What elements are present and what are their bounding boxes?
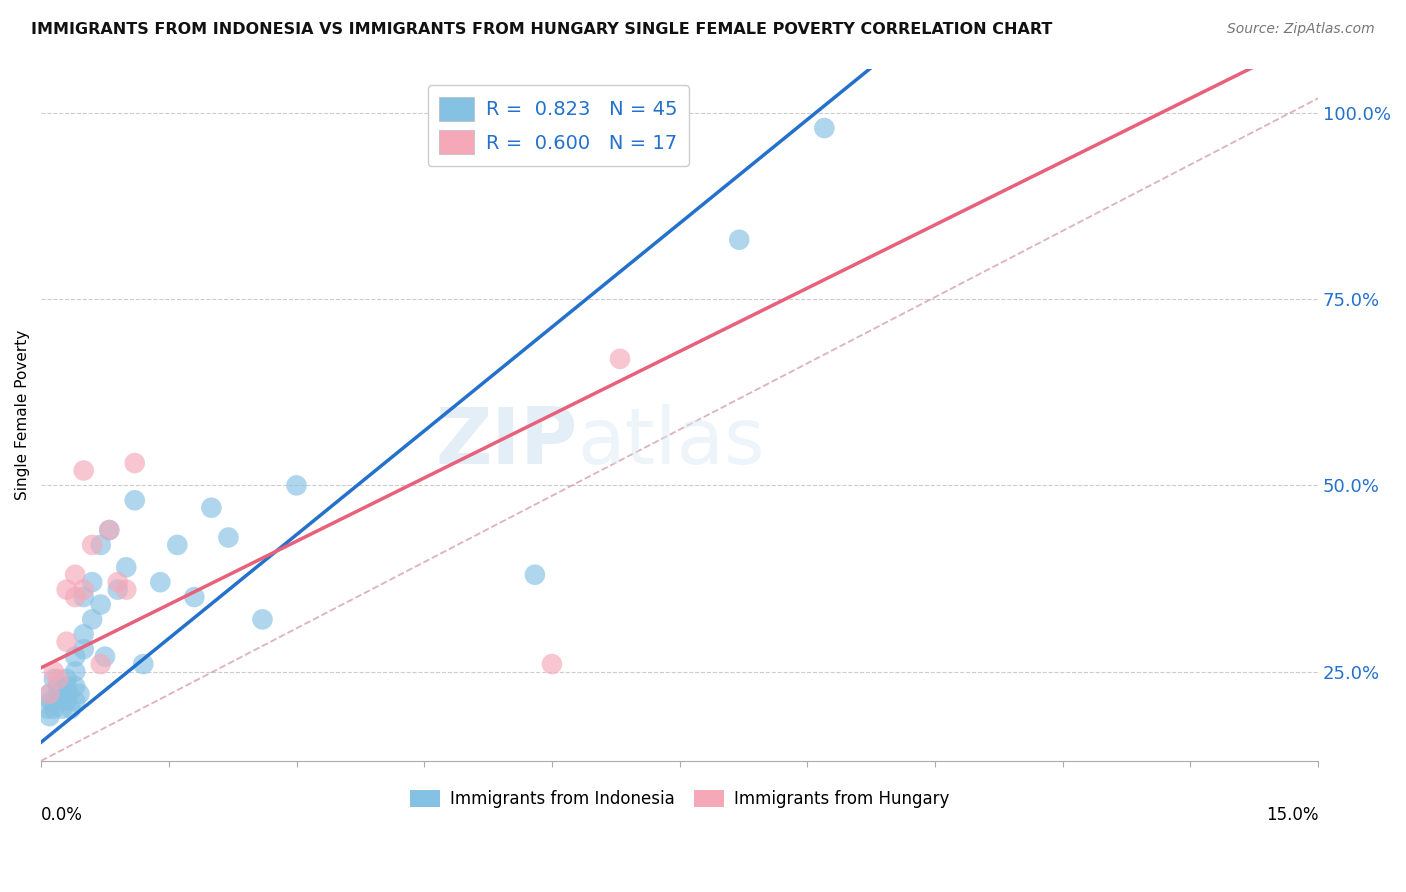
Point	[55, 634, 77, 648]
Point	[541, 657, 564, 671]
Point	[98, 523, 121, 537]
Point	[73, 582, 96, 597]
Point	[107, 582, 129, 597]
Point	[63, 694, 86, 708]
Legend: R =  0.823   N = 45, R =  0.600   N = 17: R = 0.823 N = 45, R = 0.600 N = 17	[427, 85, 689, 166]
Point	[42, 702, 65, 716]
Point	[63, 649, 86, 664]
Y-axis label: Single Female Poverty: Single Female Poverty	[15, 329, 30, 500]
Point	[58, 687, 80, 701]
Point	[90, 538, 112, 552]
Point	[124, 456, 146, 470]
Point	[124, 493, 146, 508]
Point	[46, 687, 69, 701]
Point	[38, 687, 60, 701]
Point	[217, 531, 239, 545]
Point	[90, 598, 112, 612]
Point	[51, 702, 73, 716]
Point	[63, 679, 86, 693]
Point	[38, 687, 60, 701]
Point	[37, 702, 59, 716]
Point	[41, 694, 63, 708]
Point	[609, 351, 631, 366]
Text: 0.0%: 0.0%	[41, 805, 83, 824]
Point	[42, 665, 65, 679]
Text: 15.0%: 15.0%	[1265, 805, 1319, 824]
Point	[42, 672, 65, 686]
Point	[107, 575, 129, 590]
Point	[55, 694, 77, 708]
Point	[183, 590, 205, 604]
Point	[728, 233, 751, 247]
Text: Source: ZipAtlas.com: Source: ZipAtlas.com	[1227, 22, 1375, 37]
Point	[82, 612, 104, 626]
Point	[63, 567, 86, 582]
Point	[55, 582, 77, 597]
Point	[115, 582, 138, 597]
Point	[94, 649, 117, 664]
Point	[252, 612, 274, 626]
Point	[59, 702, 82, 716]
Point	[73, 463, 96, 477]
Point	[523, 567, 546, 582]
Point	[67, 687, 90, 701]
Point	[63, 590, 86, 604]
Point	[73, 590, 96, 604]
Point	[49, 687, 72, 701]
Point	[55, 672, 77, 686]
Point	[132, 657, 155, 671]
Point	[90, 657, 112, 671]
Point	[813, 121, 835, 136]
Text: ZIP: ZIP	[436, 404, 578, 481]
Point	[149, 575, 172, 590]
Text: atlas: atlas	[578, 404, 765, 481]
Point	[82, 575, 104, 590]
Point	[115, 560, 138, 574]
Point	[38, 709, 60, 723]
Point	[98, 523, 121, 537]
Point	[200, 500, 222, 515]
Point	[82, 538, 104, 552]
Point	[73, 642, 96, 657]
Point	[55, 679, 77, 693]
Point	[285, 478, 308, 492]
Point	[73, 627, 96, 641]
Point	[166, 538, 188, 552]
Point	[63, 665, 86, 679]
Point	[46, 694, 69, 708]
Point	[55, 687, 77, 701]
Point	[46, 679, 69, 693]
Text: IMMIGRANTS FROM INDONESIA VS IMMIGRANTS FROM HUNGARY SINGLE FEMALE POVERTY CORRE: IMMIGRANTS FROM INDONESIA VS IMMIGRANTS …	[31, 22, 1052, 37]
Point	[46, 672, 69, 686]
